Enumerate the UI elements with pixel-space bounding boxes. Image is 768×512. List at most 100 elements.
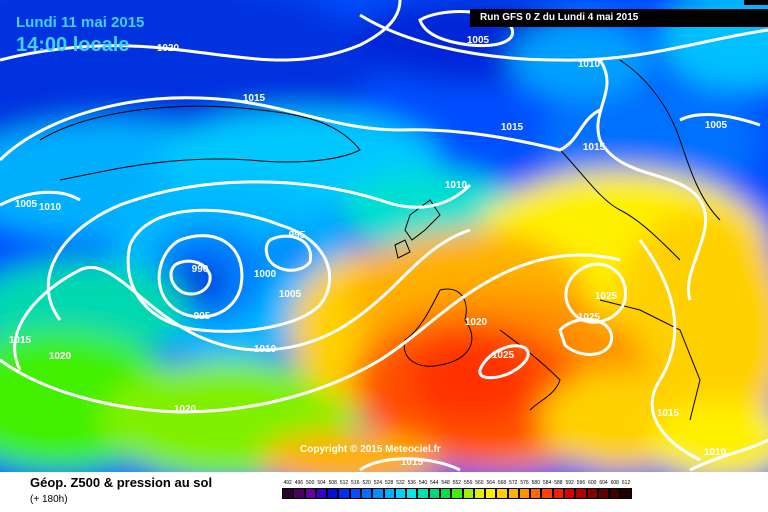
legend-swatch (428, 488, 440, 499)
legend-value: 516 (351, 480, 360, 486)
legend-swatch (552, 488, 565, 499)
legend-value: 536 (407, 480, 416, 486)
legend-value: 556 (463, 480, 473, 486)
legend-swatch (473, 488, 486, 499)
legend-swatch (372, 488, 384, 499)
legend-swatch (394, 488, 407, 499)
legend-value: 604 (599, 480, 608, 486)
isobar-label: 1000 (254, 269, 277, 280)
isobar-label: 1015 (401, 457, 424, 468)
isobar-label: 995 (194, 311, 211, 322)
isobar-label: 1005 (705, 120, 728, 131)
legend-swatch (349, 488, 361, 499)
legend-swatch (564, 488, 576, 499)
isobar-label: 1005 (279, 289, 302, 300)
color-legend: 492 496 500 504 508 512 516 520 524 528 532 536 540 5… (282, 480, 756, 499)
legend-color-bar (282, 488, 756, 499)
legend-value: 608 (610, 480, 619, 486)
legend-swatch (360, 488, 373, 499)
isobar-label: 1020 (49, 351, 72, 362)
isobar-label: 1015 (243, 93, 266, 104)
legend-value: 496 (294, 480, 304, 486)
legend-swatch (338, 488, 350, 499)
legend-value: 528 (385, 480, 394, 486)
geopotential-field: 1020 1005 1010 1015 1015 1015 1005 1010 1005 1010… (0, 0, 768, 472)
legend-swatch (496, 488, 508, 499)
isobar-label: 1025 (595, 291, 618, 302)
legend-value: 552 (452, 480, 462, 486)
coastlines (39, 59, 721, 421)
legend-swatch (293, 488, 305, 499)
legend-value: 572 (509, 480, 518, 486)
legend-value: 588 (554, 480, 563, 486)
isobar-label: 1015 (657, 408, 680, 419)
model-run-label: Run GFS 0 Z du Lundi 4 mai 2015 (470, 9, 768, 27)
isobar-label: 1020 (157, 43, 180, 54)
legend-value: 544 (430, 480, 439, 486)
legend-swatch (541, 488, 553, 499)
legend-swatch (530, 488, 542, 499)
legend-value: 520 (362, 480, 371, 486)
forecast-date: Lundi 11 mai 2015 (16, 14, 145, 31)
legend-value: 596 (576, 480, 586, 486)
isobar-label: 1010 (578, 59, 601, 70)
legend-value: 584 (542, 480, 552, 486)
forecast-range: (+ 180h) (30, 494, 68, 505)
legend-value: 504 (317, 480, 326, 486)
forecast-time: 14:00 locale (16, 34, 130, 56)
legend-value: 540 (418, 480, 428, 486)
copyright-text: Copyright © 2015 Meteociel.fr (300, 444, 441, 455)
parameter-title: Géop. Z500 & pression au sol (30, 475, 213, 490)
isobar-label: 1010 (704, 447, 727, 458)
legend-swatch (485, 488, 497, 499)
isobar-label: 990 (192, 264, 209, 275)
isobar-label: 1020 (174, 404, 197, 415)
legend-value: 564 (486, 480, 495, 486)
legend-value: 548 (441, 480, 450, 486)
legend-value: 508 (328, 480, 337, 486)
isobar-lines (0, 0, 768, 470)
legend-value: 532 (396, 480, 405, 486)
legend-swatch (439, 488, 452, 499)
isobar-label: 1015 (9, 335, 32, 346)
legend-value: 512 (339, 480, 349, 486)
isobar-label: 1005 (467, 35, 490, 46)
legend-value-labels: 492 496 500 504 508 512 516 520 524 528 532 536 540 5… (282, 480, 756, 486)
legend-swatch (304, 488, 316, 499)
top-right-marker (744, 0, 768, 5)
legend-swatch (327, 488, 339, 499)
weather-map: 1020 1005 1010 1015 1015 1015 1005 1010 1005 1010… (0, 0, 768, 472)
legend-swatch (518, 488, 531, 499)
legend-value: 568 (497, 480, 507, 486)
legend-swatch (609, 488, 621, 499)
legend-swatch (575, 488, 587, 499)
legend-value: 524 (373, 480, 383, 486)
legend-swatch (451, 488, 463, 499)
legend-swatch (462, 488, 474, 499)
isobar-label: 1025 (492, 350, 515, 361)
legend-value: 500 (306, 480, 315, 486)
isobar-label: 1010 (254, 344, 277, 355)
legend-value: 492 (283, 480, 292, 486)
z500-color-field (0, 0, 768, 472)
legend-value: 580 (531, 480, 540, 486)
legend-value: 592 (565, 480, 574, 486)
isobar-label: 1015 (501, 122, 524, 133)
legend-swatch (315, 488, 328, 499)
legend-swatch (383, 488, 395, 499)
legend-swatch (507, 488, 519, 499)
isobar-label: 1020 (465, 317, 488, 328)
legend-value: 560 (475, 480, 484, 486)
isobar-label: 1015 (583, 142, 606, 153)
isobar-label: 1025 (578, 312, 601, 323)
legend-swatch (417, 488, 429, 499)
isobar-label: 995 (289, 230, 306, 241)
legend-value: 612 (621, 480, 631, 486)
isobar-label: 1010 (445, 180, 468, 191)
legend-swatch (620, 488, 632, 499)
isobar-value-labels: 1020 1005 1010 1015 1015 1015 1005 1010 1005 1010… (9, 35, 728, 468)
legend-swatch (586, 488, 598, 499)
legend-swatch (597, 488, 610, 499)
legend-value: 576 (520, 480, 529, 486)
legend-swatch (406, 488, 418, 499)
